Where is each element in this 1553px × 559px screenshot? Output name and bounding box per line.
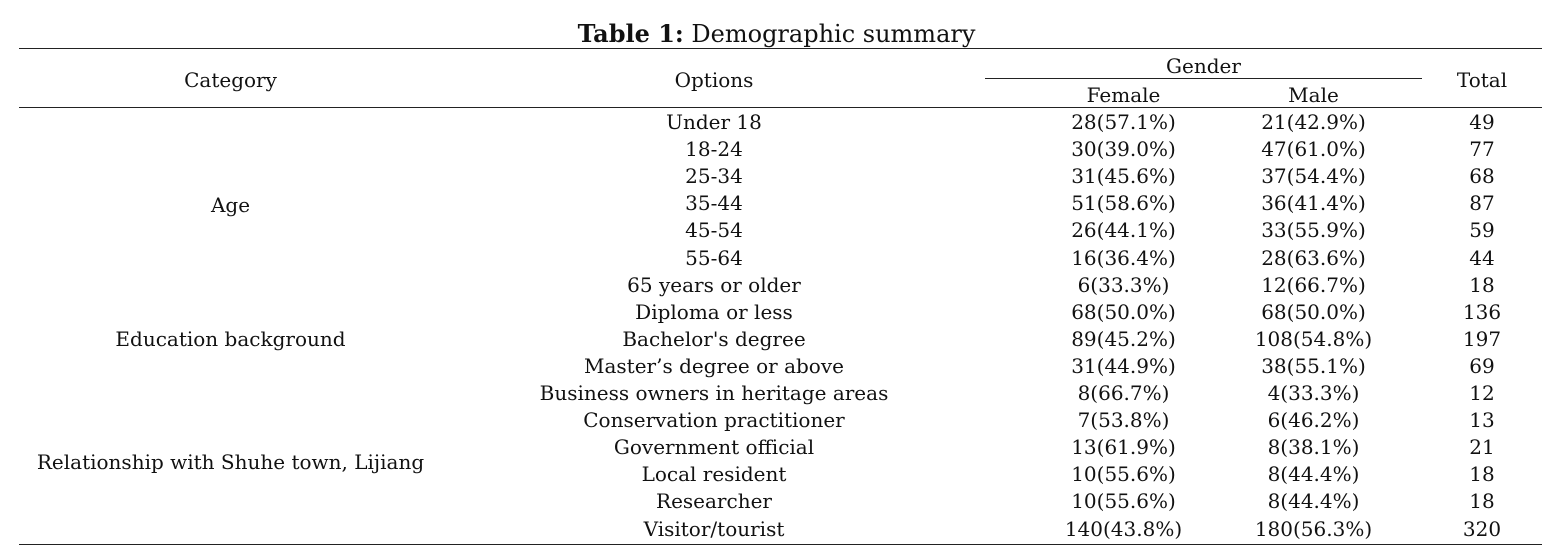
row-total: 320 xyxy=(1462,516,1502,541)
category-label-age: Age xyxy=(210,193,251,217)
row-male: 21(42.9%) xyxy=(1261,110,1366,134)
header-male: Male xyxy=(1288,83,1339,107)
row-male: 6(46.2%) xyxy=(1267,408,1360,433)
row-female: 68(50.0%) xyxy=(1071,299,1176,324)
table-row: Bachelor's degree 89(45.2%) 108(54.8%) 197 xyxy=(0,326,1553,353)
row-total: 68 xyxy=(1469,164,1495,189)
table-row: Local resident 10(55.6%) 8(44.4%) 18 xyxy=(0,461,1553,488)
header-female: Female xyxy=(1086,83,1161,107)
row-option: 65 years or older xyxy=(627,272,801,297)
row-total: 49 xyxy=(1469,110,1495,134)
row-female: 30(39.0%) xyxy=(1071,137,1176,162)
row-male: 38(55.1%) xyxy=(1261,353,1366,378)
row-male: 47(61.0%) xyxy=(1261,137,1366,162)
row-male: 4(33.3%) xyxy=(1267,381,1360,405)
row-female: 51(58.6%) xyxy=(1071,191,1176,216)
table-row: Master’s degree or above 31(44.9%) 38(55.1… xyxy=(0,353,1553,380)
row-male: 108(54.8%) xyxy=(1254,326,1373,351)
table-bottom-rule xyxy=(19,544,1542,545)
row-option: Conservation practitioner xyxy=(583,408,845,433)
row-option: 55-64 xyxy=(685,245,743,270)
row-total: 59 xyxy=(1469,218,1495,243)
header-category: Category xyxy=(184,68,277,92)
table-row: 35-44 51(58.6%) 36(41.4%) 87 xyxy=(0,190,1553,217)
table-row: Diploma or less 68(50.0%) 68(50.0%) 136 xyxy=(0,299,1553,326)
table-row: Researcher 10(55.6%) 8(44.4%) 18 xyxy=(0,488,1553,515)
row-female: 31(45.6%) xyxy=(1071,164,1176,189)
table-row: Conservation practitioner 7(53.8%) 6(46.2%… xyxy=(0,407,1553,434)
gender-header-rule xyxy=(985,78,1422,79)
row-total: 12 xyxy=(1469,381,1495,405)
row-total: 18 xyxy=(1469,462,1495,487)
row-option: Local resident xyxy=(641,462,787,487)
row-female: 28(57.1%) xyxy=(1071,110,1176,134)
row-female: 89(45.2%) xyxy=(1071,326,1176,351)
table-row: Government official 13(61.9%) 8(38.1%) 21 xyxy=(0,434,1553,461)
row-total: 197 xyxy=(1462,326,1502,351)
row-male: 8(44.4%) xyxy=(1267,462,1360,487)
row-female: 6(33.3%) xyxy=(1077,272,1170,297)
row-female: 140(43.8%) xyxy=(1064,516,1183,541)
row-male: 36(41.4%) xyxy=(1261,191,1366,216)
row-total: 21 xyxy=(1469,435,1495,460)
table-row: Business owners in heritage areas 8(66.7%… xyxy=(0,380,1553,407)
table-row: 18-24 30(39.0%) 47(61.0%) 77 xyxy=(0,136,1553,163)
row-option: Business owners in heritage areas xyxy=(539,381,889,405)
row-total: 13 xyxy=(1469,408,1495,433)
row-total: 77 xyxy=(1469,137,1495,162)
row-option: 25-34 xyxy=(685,164,743,189)
table-row: 55-64 16(36.4%) 28(63.6%) 44 xyxy=(0,245,1553,272)
table-row: 45-54 26(44.1%) 33(55.9%) 59 xyxy=(0,217,1553,244)
row-male: 33(55.9%) xyxy=(1261,218,1366,243)
row-female: 13(61.9%) xyxy=(1071,435,1176,460)
row-female: 26(44.1%) xyxy=(1071,218,1176,243)
header-gender: Gender xyxy=(1166,54,1241,78)
table-caption-text: Demographic summary xyxy=(683,20,976,48)
row-option: 45-54 xyxy=(685,218,743,243)
row-total: 69 xyxy=(1469,353,1495,378)
row-option: Diploma or less xyxy=(635,299,793,324)
row-male: 180(56.3%) xyxy=(1254,516,1373,541)
table-top-rule xyxy=(19,48,1542,49)
row-option: Bachelor's degree xyxy=(622,326,806,351)
row-total: 44 xyxy=(1469,245,1495,270)
row-total: 87 xyxy=(1469,191,1495,216)
row-female: 7(53.8%) xyxy=(1077,408,1170,433)
row-option: Researcher xyxy=(656,489,772,514)
row-male: 28(63.6%) xyxy=(1261,245,1366,270)
row-male: 8(38.1%) xyxy=(1267,435,1360,460)
table-caption: Table 1: Demographic summary xyxy=(0,18,1553,50)
row-male: 37(54.4%) xyxy=(1261,164,1366,189)
table-caption-label: Table 1: xyxy=(577,19,684,48)
category-label-education: Education background xyxy=(115,327,346,351)
row-male: 68(50.0%) xyxy=(1261,299,1366,324)
row-option: 35-44 xyxy=(685,191,743,216)
row-female: 10(55.6%) xyxy=(1071,489,1176,514)
row-female: 16(36.4%) xyxy=(1071,245,1176,270)
row-option: 18-24 xyxy=(685,137,743,162)
header-total: Total xyxy=(1456,68,1508,92)
row-total: 136 xyxy=(1462,299,1502,324)
row-option: Master’s degree or above xyxy=(584,353,844,378)
table-row: Visitor/tourist 140(43.8%) 180(56.3%) 320 xyxy=(0,516,1553,543)
row-female: 8(66.7%) xyxy=(1077,381,1170,405)
row-male: 8(44.4%) xyxy=(1267,489,1360,514)
header-options: Options xyxy=(674,68,754,92)
row-total: 18 xyxy=(1469,272,1495,297)
row-total: 18 xyxy=(1469,489,1495,514)
row-option: Visitor/tourist xyxy=(643,516,785,541)
table-row: 65 years or older 6(33.3%) 12(66.7%) 18 xyxy=(0,272,1553,299)
row-female: 10(55.6%) xyxy=(1071,462,1176,487)
category-label-relationship: Relationship with Shuhe town, Lijiang xyxy=(36,450,425,474)
row-female: 31(44.9%) xyxy=(1071,353,1176,378)
table-row: Under 18 28(57.1%) 21(42.9%) 49 xyxy=(0,109,1553,136)
row-option: Government official xyxy=(613,435,815,460)
table-header-rule xyxy=(19,107,1542,108)
table-row: 25-34 31(45.6%) 37(54.4%) 68 xyxy=(0,163,1553,190)
row-male: 12(66.7%) xyxy=(1261,272,1366,297)
row-option: Under 18 xyxy=(666,110,762,134)
